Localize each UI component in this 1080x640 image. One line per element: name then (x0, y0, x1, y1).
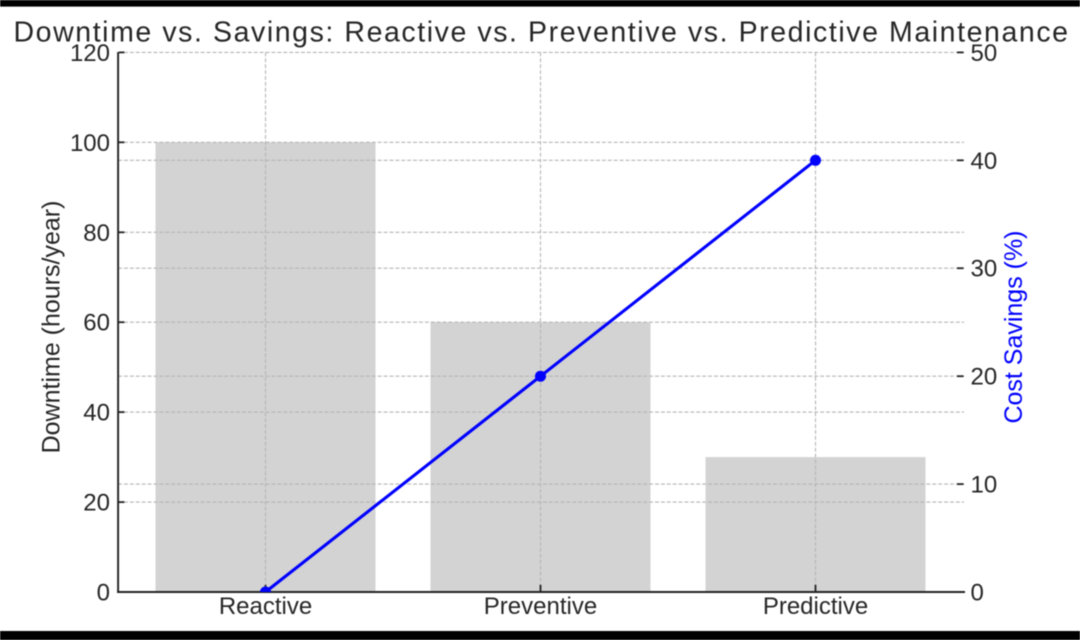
svg-text:120: 120 (70, 40, 110, 67)
svg-text:Reactive: Reactive (219, 593, 312, 620)
svg-text:Downtime vs. Savings: Reactive: Downtime vs. Savings: Reactive vs. Preve… (14, 17, 1069, 49)
svg-text:0: 0 (97, 580, 110, 607)
svg-text:50: 50 (971, 40, 998, 67)
svg-text:20: 20 (83, 490, 110, 517)
svg-text:80: 80 (83, 220, 110, 247)
svg-text:20: 20 (971, 364, 998, 391)
svg-text:60: 60 (83, 310, 110, 337)
svg-text:Preventive: Preventive (484, 593, 597, 620)
svg-text:30: 30 (971, 256, 998, 283)
svg-text:Predictive: Predictive (763, 593, 868, 620)
svg-text:40: 40 (971, 148, 998, 175)
svg-text:40: 40 (83, 400, 110, 427)
svg-text:Cost Savings (%): Cost Savings (%) (1000, 230, 1028, 423)
svg-text:0: 0 (971, 580, 984, 607)
svg-text:Downtime (hours/year): Downtime (hours/year) (38, 201, 66, 454)
svg-text:10: 10 (971, 472, 998, 499)
svg-text:100: 100 (70, 130, 110, 157)
